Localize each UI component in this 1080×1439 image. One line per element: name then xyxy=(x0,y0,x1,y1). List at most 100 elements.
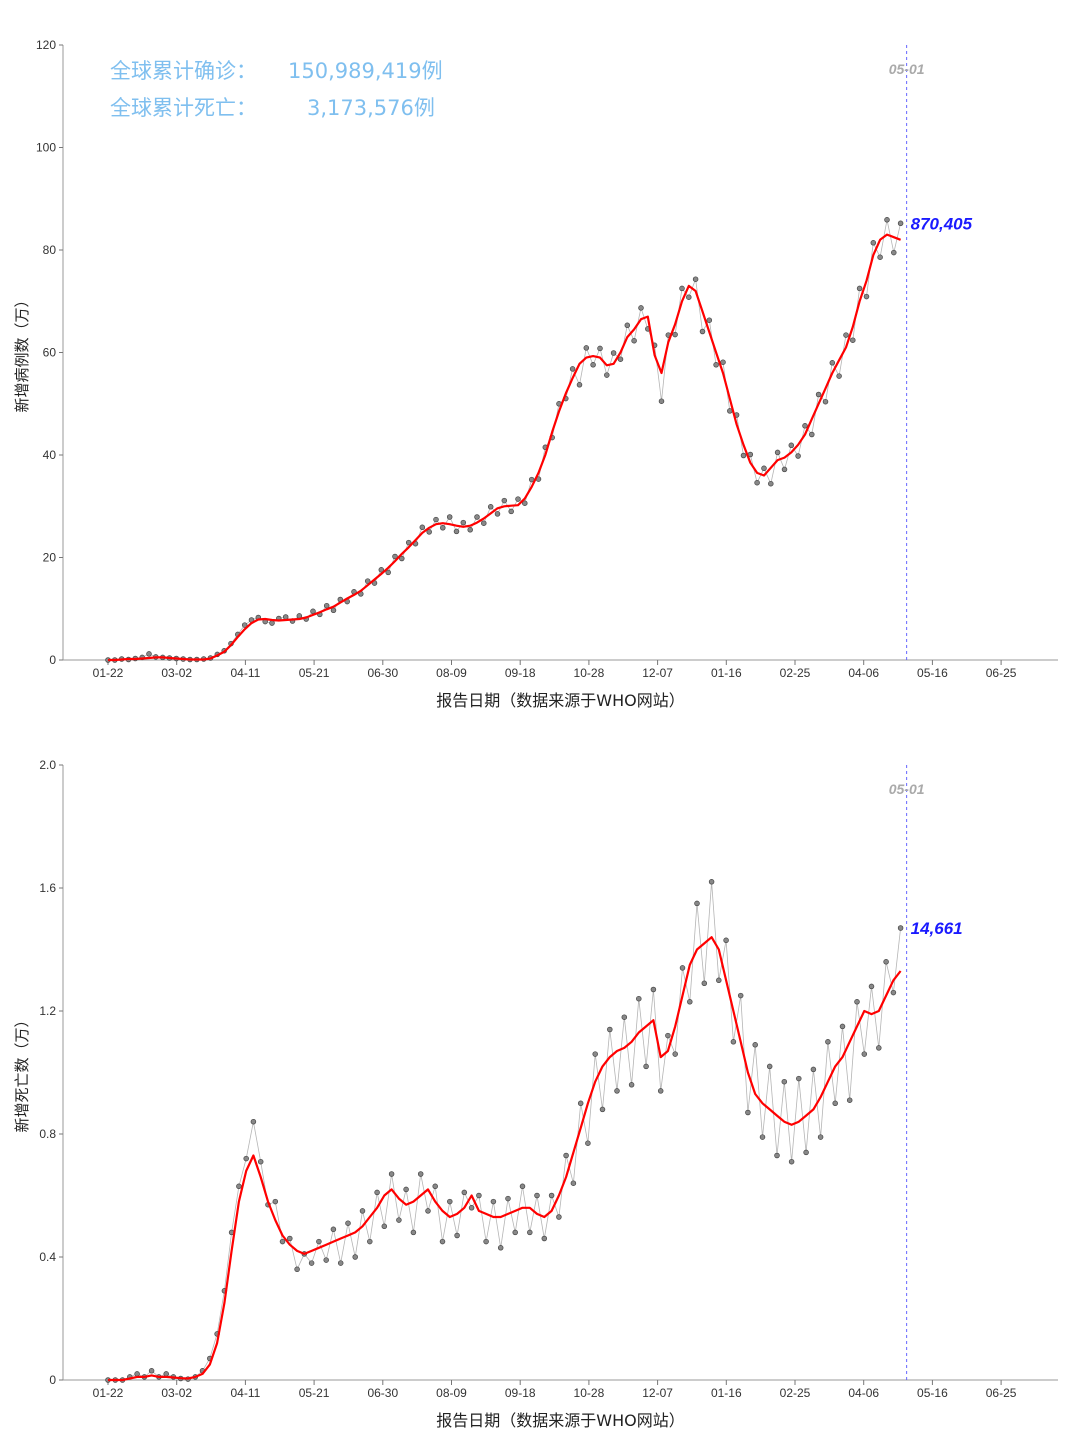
daily-point xyxy=(497,1245,504,1251)
y-tick-label: 1.2 xyxy=(39,1004,56,1018)
daily-point xyxy=(843,332,849,338)
y-tick-label: 80 xyxy=(43,243,57,257)
daily-point xyxy=(795,453,801,459)
daily-point xyxy=(740,452,747,459)
daily-point xyxy=(345,1220,351,1226)
daily-point xyxy=(897,220,904,227)
x-tick-label: 12-07 xyxy=(642,1386,673,1400)
daily-point xyxy=(658,398,665,404)
daily-point xyxy=(385,569,391,576)
daily-point xyxy=(825,1039,831,1045)
daily-point xyxy=(330,1226,337,1233)
date-marker-label: 05-01 xyxy=(889,781,925,797)
daily-point xyxy=(563,1152,569,1159)
x-tick-label: 10-28 xyxy=(574,666,605,680)
x-axis-title: 报告日期（数据来源于WHO网站） xyxy=(436,691,684,710)
daily-point xyxy=(861,1051,868,1057)
daily-point xyxy=(723,937,729,944)
daily-point xyxy=(617,356,624,362)
daily-point xyxy=(453,528,460,535)
y-tick-label: 0 xyxy=(49,1373,56,1387)
daily-point xyxy=(694,900,700,907)
daily-point xyxy=(433,516,439,523)
daily-point xyxy=(512,1229,518,1236)
x-tick-label: 04-06 xyxy=(848,1386,879,1400)
daily-point xyxy=(854,999,860,1005)
daily-point xyxy=(624,322,631,329)
x-tick-label: 09-18 xyxy=(505,666,536,680)
daily-point xyxy=(706,317,713,323)
x-tick-label: 04-06 xyxy=(848,666,879,680)
daily-point xyxy=(708,879,715,885)
daily-point xyxy=(236,1183,242,1190)
x-tick-label: 01-16 xyxy=(711,1386,742,1400)
daily-point xyxy=(440,525,446,531)
daily-point xyxy=(713,362,719,368)
daily-point xyxy=(522,500,528,506)
daily-point xyxy=(590,362,596,368)
y-tick-label: 0.4 xyxy=(39,1250,56,1264)
daily-point xyxy=(730,1039,737,1045)
daily-point xyxy=(585,1140,591,1146)
daily-point xyxy=(599,1106,606,1113)
daily-point xyxy=(686,294,692,300)
x-tick-label: 04-11 xyxy=(230,666,260,680)
daily-point xyxy=(241,622,248,628)
daily-point xyxy=(505,1195,511,1202)
new-deaths-chart: 0 0.4 0.8 1.2 1.6 2.0 01-22 03-02 04-11 05-21 06-3… xyxy=(13,758,1058,1430)
daily-point xyxy=(687,999,693,1005)
x-tick-label: 02-25 xyxy=(780,1386,811,1400)
daily-point xyxy=(759,1134,766,1140)
daily-point xyxy=(884,217,890,223)
daily-point xyxy=(403,1186,409,1193)
daily-point xyxy=(432,1183,438,1190)
y-axis-title: 新增病例数（万） xyxy=(13,292,31,412)
y-tick-label: 100 xyxy=(36,141,56,155)
daily-point xyxy=(621,1014,628,1020)
daily-point xyxy=(774,1152,780,1159)
y-tick-label: 2.0 xyxy=(39,758,56,772)
daily-point xyxy=(483,1238,489,1245)
daily-point xyxy=(364,578,371,584)
daily-point xyxy=(788,442,795,449)
daily-point xyxy=(419,524,426,531)
daily-point xyxy=(638,305,644,311)
daily-point xyxy=(592,1051,598,1057)
daily-point xyxy=(701,980,708,987)
daily-point xyxy=(399,555,405,562)
daily-point xyxy=(374,1189,380,1196)
daily-point xyxy=(822,398,829,405)
daily-point xyxy=(836,373,842,379)
daily-point xyxy=(269,620,275,626)
daily-point xyxy=(534,1192,540,1199)
daily-point xyxy=(665,1032,671,1039)
daily-point xyxy=(378,567,385,573)
daily-point xyxy=(672,1051,678,1057)
y-tick-label: 0 xyxy=(49,653,56,667)
x-tick-label: 01-22 xyxy=(93,666,124,680)
daily-point xyxy=(672,331,678,338)
daily-series-line xyxy=(108,881,901,1381)
daily-point xyxy=(636,995,642,1002)
daily-point xyxy=(643,1063,649,1070)
daily-point xyxy=(737,992,744,999)
daily-point xyxy=(515,496,521,502)
daily-point xyxy=(405,539,412,546)
x-axis-title: 报告日期（数据来源于WHO网站） xyxy=(436,1411,684,1430)
daily-point xyxy=(272,1198,279,1205)
x-tick-label: 08-09 xyxy=(436,666,467,680)
daily-point xyxy=(461,1189,468,1196)
trend-line xyxy=(108,233,901,662)
daily-point xyxy=(481,520,487,526)
daily-point xyxy=(829,360,836,366)
daily-point xyxy=(796,1075,802,1082)
daily-point xyxy=(720,359,726,365)
daily-point xyxy=(607,1026,613,1033)
daily-point xyxy=(745,1109,751,1116)
daily-point xyxy=(754,479,760,486)
daily-point xyxy=(577,1100,584,1107)
y-tick-label: 20 xyxy=(43,551,57,565)
y-tick-label: 60 xyxy=(43,346,57,360)
x-tick-label: 05-16 xyxy=(917,1386,948,1400)
x-tick-label: 02-25 xyxy=(780,666,811,680)
